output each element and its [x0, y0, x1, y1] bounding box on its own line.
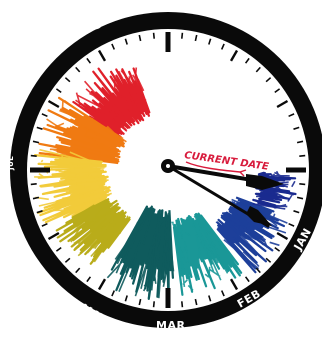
clock-tick — [97, 49, 107, 62]
clock-tick — [244, 276, 250, 283]
clock-tick — [274, 246, 281, 252]
clock-tick — [244, 57, 250, 64]
wedge-may — [106, 205, 175, 300]
clock-tick — [220, 43, 225, 50]
wedge-july — [34, 148, 112, 224]
wedge-august-scribble — [38, 96, 125, 165]
clock-ticks — [30, 32, 306, 308]
month-wedges — [34, 67, 297, 300]
clock-tick — [86, 57, 92, 64]
annotation-arrow — [185, 161, 247, 177]
clock-tick — [47, 99, 60, 109]
wedge-may-hatch — [106, 206, 175, 299]
clock-tick — [36, 210, 43, 214]
clock-tick — [296, 140, 304, 144]
clock-tick — [41, 113, 48, 118]
wedge-september-hatch — [75, 67, 148, 135]
clock-tick — [181, 301, 184, 308]
clock-tick — [32, 140, 40, 144]
clock-tick — [41, 222, 48, 227]
wedge-march — [171, 212, 243, 296]
clock-tick — [208, 38, 212, 45]
clock-tick — [220, 290, 225, 297]
wedge-february — [215, 196, 288, 274]
clock-tick — [293, 126, 300, 130]
wedge-august — [38, 96, 127, 165]
clock-tick — [194, 298, 198, 306]
clock-tick — [274, 88, 281, 94]
wedge-march-scribble — [172, 212, 243, 296]
wedge-january-scribble — [252, 171, 297, 209]
clock-tick — [296, 196, 304, 200]
clock-tick — [124, 38, 128, 45]
clock-tick — [75, 66, 81, 73]
clock-tick — [138, 34, 142, 42]
clock-tick — [64, 257, 71, 263]
wedge-may-scribble — [110, 205, 174, 300]
hour-hand-tip — [246, 174, 284, 190]
clock-tick — [111, 290, 116, 297]
clock-tick — [47, 231, 60, 241]
clock-tick — [152, 32, 155, 39]
hands-pivot-inner — [166, 164, 170, 168]
minute-hand-tip — [246, 206, 272, 226]
clock-tick — [229, 49, 239, 62]
clock-tick — [208, 295, 212, 302]
wedge-september — [72, 67, 151, 139]
wedge-june-hatch — [70, 203, 129, 263]
clock-tick — [229, 278, 239, 291]
month-label-jul: JUL — [7, 156, 15, 171]
clock-tick — [194, 34, 198, 42]
clock-tick — [64, 77, 71, 83]
clock-tick — [299, 154, 306, 157]
clock-tick — [255, 66, 261, 73]
clock-tick — [124, 295, 128, 302]
clock-tick — [299, 183, 306, 186]
clock-tick — [32, 196, 40, 200]
clock-tick — [138, 298, 142, 306]
wedge-june — [55, 198, 131, 265]
clock-tick — [36, 126, 43, 130]
clock-tick — [97, 278, 107, 291]
clock-tick — [30, 154, 37, 157]
clock-tick — [276, 99, 289, 109]
clock-tick — [30, 183, 37, 186]
clock-tick — [255, 267, 261, 274]
clock-tick — [265, 77, 272, 83]
clock-tick — [111, 43, 116, 50]
wedge-february-hatch — [215, 198, 288, 270]
clock-hands — [161, 159, 284, 228]
wedge-july-scribble — [34, 154, 111, 224]
clock-tick — [55, 88, 62, 94]
clock-tick — [265, 257, 272, 263]
clock-tick — [276, 231, 289, 241]
clock-tick — [86, 276, 92, 283]
clock-tick — [55, 246, 62, 252]
wedge-march-hatch — [171, 215, 230, 291]
wedge-august-hatch — [46, 99, 127, 160]
month-label-mar: MAR — [156, 319, 185, 332]
clock-tick — [288, 222, 295, 227]
clock-tick — [152, 301, 155, 308]
clock-tick — [293, 210, 300, 214]
clock-tick — [181, 32, 184, 39]
wedge-july-hatch — [34, 148, 112, 213]
clock-tick — [288, 113, 295, 118]
clock-tick — [75, 267, 81, 274]
